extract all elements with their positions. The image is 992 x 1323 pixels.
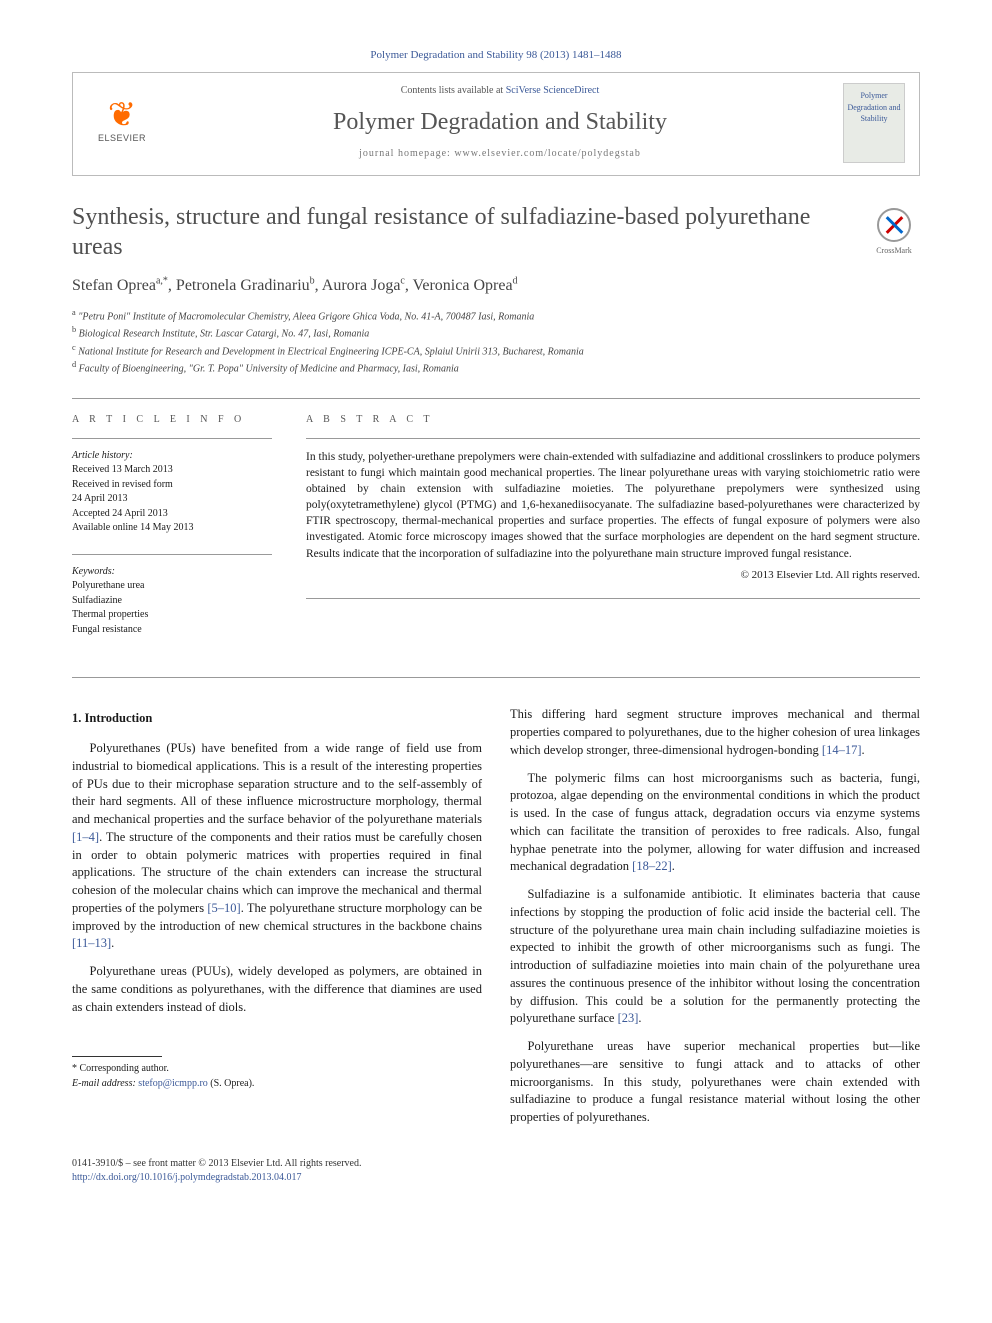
journal-cover-thumbnail: Polymer Degradation and Stability bbox=[843, 83, 905, 163]
keyword: Thermal properties bbox=[72, 609, 148, 620]
body-paragraph: Sulfadiazine is a sulfonamide antibiotic… bbox=[510, 886, 920, 1028]
corresponding-email: E-mail address: stefop@icmpp.ro (S. Opre… bbox=[72, 1077, 482, 1091]
author: Petronela Gradinariub bbox=[176, 277, 315, 294]
divider bbox=[72, 677, 920, 678]
doi-link[interactable]: http://dx.doi.org/10.1016/j.polymdegrads… bbox=[72, 1172, 302, 1183]
section-heading: 1. Introduction bbox=[72, 710, 482, 728]
abstract-text: In this study, polyether-urethane prepol… bbox=[306, 449, 920, 562]
article-info-heading: A R T I C L E I N F O bbox=[72, 413, 272, 428]
email-link[interactable]: stefop@icmpp.ro bbox=[138, 1078, 207, 1089]
body-paragraph: This differing hard segment structure im… bbox=[510, 706, 920, 759]
sciencedirect-link[interactable]: SciVerse ScienceDirect bbox=[506, 85, 600, 96]
affiliation: c National Institute for Research and De… bbox=[72, 342, 920, 359]
body-paragraph: Polyurethanes (PUs) have benefited from … bbox=[72, 740, 482, 953]
article-body: 1. Introduction Polyurethanes (PUs) have… bbox=[72, 706, 920, 1137]
abstract-copyright: © 2013 Elsevier Ltd. All rights reserved… bbox=[306, 568, 920, 584]
keyword: Sulfadiazine bbox=[72, 595, 122, 606]
contents-line: Contents lists available at SciVerse Sci… bbox=[157, 84, 843, 99]
divider bbox=[72, 398, 920, 399]
body-paragraph: The polymeric films can host microorgani… bbox=[510, 770, 920, 877]
publisher-name: ELSEVIER bbox=[87, 132, 157, 145]
affiliation: d Faculty of Bioengineering, "Gr. T. Pop… bbox=[72, 359, 920, 376]
ref-link[interactable]: [1–4] bbox=[72, 830, 99, 844]
author: Aurora Jogac bbox=[322, 277, 405, 294]
article-info-column: A R T I C L E I N F O Article history: R… bbox=[72, 413, 272, 655]
history-line: Available online 14 May 2013 bbox=[72, 522, 193, 533]
keywords-block: Keywords: Polyurethane ureaSulfadiazineT… bbox=[72, 565, 272, 638]
crossmark-badge[interactable]: CrossMark bbox=[868, 208, 920, 257]
affiliation-list: a "Petru Poni" Institute of Macromolecul… bbox=[72, 307, 920, 376]
citation-line: Polymer Degradation and Stability 98 (20… bbox=[72, 48, 920, 64]
doi-footer: 0141-3910/$ – see front matter © 2013 El… bbox=[72, 1157, 920, 1186]
corresponding-footer: * Corresponding author. E-mail address: … bbox=[72, 1056, 482, 1090]
abstract-column: A B S T R A C T In this study, polyether… bbox=[306, 413, 920, 655]
article-title: Synthesis, structure and fungal resistan… bbox=[72, 202, 848, 262]
author-list: Stefan Opreaa,*, Petronela Gradinariub, … bbox=[72, 274, 920, 297]
article-history: Article history: Received 13 March 2013R… bbox=[72, 449, 272, 536]
homepage-url[interactable]: www.elsevier.com/locate/polydegstab bbox=[454, 148, 641, 159]
author: Stefan Opreaa,* bbox=[72, 277, 168, 294]
elsevier-logo: ❦ ELSEVIER bbox=[87, 101, 157, 145]
history-line: Received in revised form bbox=[72, 479, 173, 490]
body-paragraph: Polyurethane ureas have superior mechani… bbox=[510, 1038, 920, 1127]
affiliation: a "Petru Poni" Institute of Macromolecul… bbox=[72, 307, 920, 324]
keyword: Fungal resistance bbox=[72, 624, 142, 635]
body-paragraph: Polyurethane ureas (PUUs), widely develo… bbox=[72, 963, 482, 1016]
crossmark-icon bbox=[877, 208, 911, 242]
abstract-heading: A B S T R A C T bbox=[306, 413, 920, 428]
journal-homepage: journal homepage: www.elsevier.com/locat… bbox=[157, 147, 843, 162]
corresponding-label: * Corresponding author. bbox=[72, 1062, 482, 1076]
keyword: Polyurethane urea bbox=[72, 580, 144, 591]
ref-link[interactable]: [23] bbox=[618, 1011, 639, 1025]
ref-link[interactable]: [11–13] bbox=[72, 936, 111, 950]
history-line: 24 April 2013 bbox=[72, 493, 128, 504]
affiliation: b Biological Research Institute, Str. La… bbox=[72, 324, 920, 341]
elsevier-tree-icon: ❦ bbox=[87, 101, 157, 132]
author: Veronica Opread bbox=[413, 277, 518, 294]
history-line: Received 13 March 2013 bbox=[72, 464, 173, 475]
journal-header: ❦ ELSEVIER Contents lists available at S… bbox=[72, 72, 920, 176]
ref-link[interactable]: [18–22] bbox=[632, 859, 672, 873]
journal-name: Polymer Degradation and Stability bbox=[157, 105, 843, 140]
history-line: Accepted 24 April 2013 bbox=[72, 508, 168, 519]
ref-link[interactable]: [5–10] bbox=[207, 901, 240, 915]
ref-link[interactable]: [14–17] bbox=[822, 743, 862, 757]
